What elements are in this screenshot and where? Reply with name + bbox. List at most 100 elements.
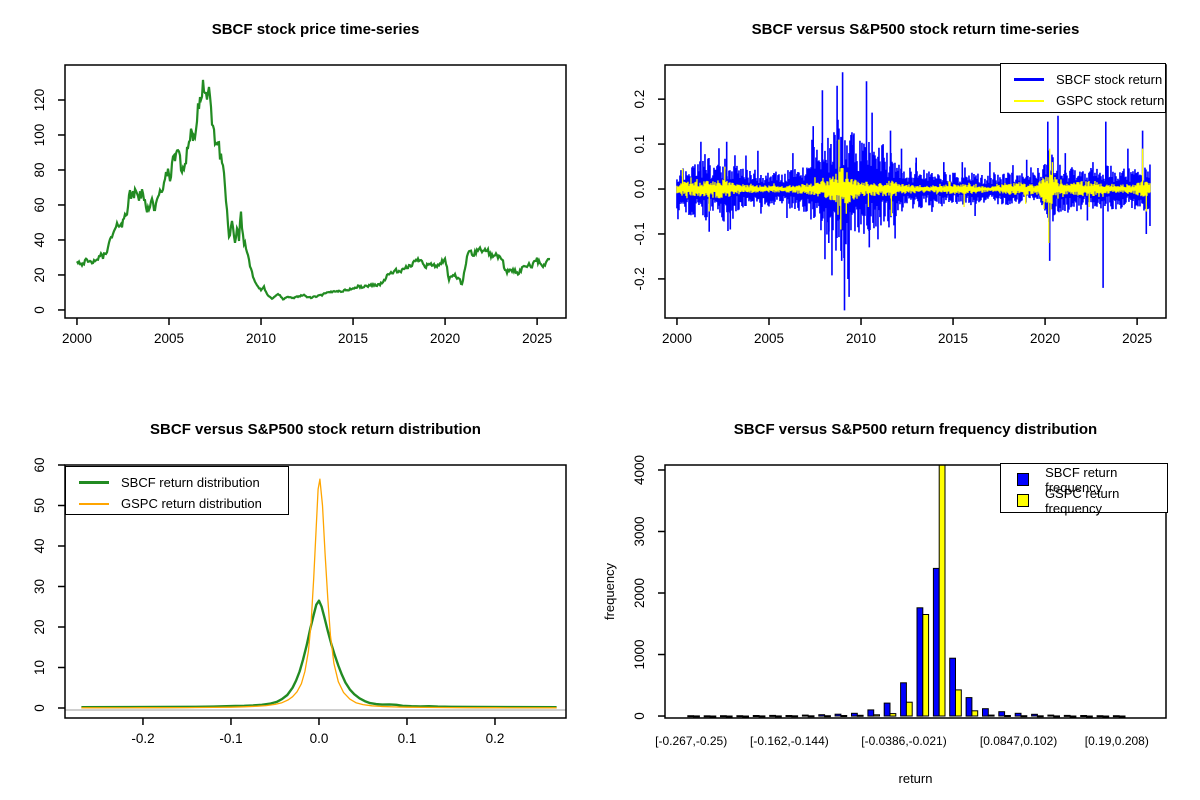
x-tick-label: 2005 xyxy=(154,331,184,346)
sbcf-frequency-bar xyxy=(1014,712,1022,717)
distribution-plot-title: SBCF versus S&P500 stock return distribu… xyxy=(150,421,481,438)
x-tick-label: 2020 xyxy=(430,331,460,346)
x-tick-label: 0.2 xyxy=(486,731,505,746)
y-tick-label: 1000 xyxy=(632,639,647,669)
x-tick-label: -0.1 xyxy=(219,731,242,746)
sbcf-frequency-bar xyxy=(851,712,858,717)
x-tick-label: 2000 xyxy=(662,331,692,346)
y-tick-label: 3000 xyxy=(632,516,647,546)
y-tick-label: -0.1 xyxy=(632,222,647,245)
yellow-line-swatch xyxy=(1014,99,1044,102)
x-tick-label: 2000 xyxy=(62,331,92,346)
gspc-density-curve xyxy=(81,478,557,709)
return-plot-canvas: 2000 2005 2010 2015 2020 2025 -0.2 -0.1 0.0 0.1 0.… xyxy=(632,64,1167,346)
gspc-frequency-bar xyxy=(1118,715,1126,718)
legend-item-sbcf-distribution: SBCF return distribution xyxy=(66,472,288,493)
gspc-frequency-bar xyxy=(1069,715,1077,718)
y-tick-label: 30 xyxy=(32,579,47,594)
histogram-legend: SBCF return frequency GSPC return freque… xyxy=(1000,463,1168,516)
bin-label: [0.0847,0.102) xyxy=(980,734,1057,748)
plot-border xyxy=(664,64,1167,319)
y-tick-label: 10 xyxy=(32,660,47,675)
gspc-frequency-bar xyxy=(1004,715,1011,717)
sbcf-frequency-bar xyxy=(982,708,989,717)
green-line-swatch xyxy=(79,481,109,484)
legend-label: SBCF return frequency xyxy=(1045,464,1118,495)
x-tick-label: 2020 xyxy=(1030,331,1060,346)
sbcf-frequency-bar xyxy=(801,714,809,717)
gspc-frequency-bar xyxy=(938,464,946,717)
x-axis-title: return xyxy=(899,771,933,786)
x-tick-label: 2015 xyxy=(338,331,368,346)
gspc-return-series xyxy=(676,139,1151,243)
sbcf-frequency-bar xyxy=(965,697,973,717)
plot-border xyxy=(64,64,567,319)
x-tick-label: 0.1 xyxy=(398,731,417,746)
x-tick-label: -0.2 xyxy=(131,731,154,746)
bin-label: [0.19,0.208) xyxy=(1085,734,1149,748)
sbcf-frequency-bar xyxy=(949,657,957,717)
y-tick-label: 80 xyxy=(32,162,47,177)
legend-label: SBCF stock return xyxy=(1056,72,1163,87)
gspc-frequency-bar xyxy=(873,714,881,717)
gspc-frequency-bar xyxy=(725,715,733,718)
panel-frequency-histogram: SBCF versus S&P500 return frequency dist… xyxy=(600,400,1200,800)
gspc-frequency-bar xyxy=(824,715,831,718)
y-tick-label: 2000 xyxy=(632,578,647,608)
sbcf-frequency-bar xyxy=(1047,714,1055,717)
y-tick-label: 60 xyxy=(32,197,47,212)
panel-return-timeseries: SBCF versus S&P500 stock return time-ser… xyxy=(600,0,1200,400)
y-tick-label: 20 xyxy=(32,619,47,634)
legend-item-gspc-return: GSPC stock return xyxy=(1001,90,1165,111)
legend-label: SBCF return distribution xyxy=(121,475,260,490)
gspc-frequency-bar xyxy=(758,715,766,718)
y-tick-label: 20 xyxy=(32,267,47,282)
sbcf-frequency-bar xyxy=(752,715,760,717)
x-tick-label: 0.0 xyxy=(310,731,329,746)
gspc-frequency-bar xyxy=(889,713,897,717)
gspc-frequency-bar xyxy=(1036,715,1044,718)
gspc-frequency-bar xyxy=(856,714,864,717)
y-tick-label: 120 xyxy=(32,89,47,112)
y-tick-label: 4000 xyxy=(632,455,647,485)
sbcf-frequency-bar xyxy=(1031,713,1038,717)
x-tick-label: 2025 xyxy=(1122,331,1152,346)
blue-square-swatch xyxy=(1017,473,1030,486)
gspc-frequency-bar xyxy=(775,715,782,718)
y-tick-label: -0.2 xyxy=(632,267,647,290)
legend-item-sbcf-return: SBCF stock return xyxy=(1001,69,1165,90)
gspc-frequency-bar xyxy=(1020,715,1028,718)
gspc-frequency-bar xyxy=(807,715,815,718)
gspc-frequency-bar xyxy=(1102,715,1110,718)
sbcf-frequency-bar xyxy=(785,715,793,717)
y-tick-label: 60 xyxy=(32,457,47,472)
sbcf-density-curve xyxy=(81,599,557,709)
x-tick-label: 2010 xyxy=(246,331,276,346)
gspc-frequency-bar xyxy=(693,715,700,718)
sbcf-frequency-bar xyxy=(1080,715,1088,717)
yellow-square-swatch xyxy=(1017,494,1029,507)
gspc-frequency-bar xyxy=(971,710,979,717)
sbcf-frequency-bar xyxy=(1063,714,1071,717)
gspc-frequency-bar xyxy=(955,689,962,717)
legend-item-gspc-frequency: GSPC return frequency xyxy=(1001,486,1167,516)
gspc-frequency-bar xyxy=(987,714,995,717)
y-tick-label: 40 xyxy=(32,232,47,247)
sbcf-frequency-bar xyxy=(818,714,826,717)
orange-line-swatch xyxy=(79,502,109,505)
gspc-frequency-bar xyxy=(1053,715,1061,718)
distribution-plot-canvas: -0.2 -0.1 0.0 0.1 0.2 0 10 20 30 40 50 60 xyxy=(32,457,567,746)
y-tick-label: 0.2 xyxy=(632,90,647,109)
gspc-frequency-bar xyxy=(709,715,717,718)
gspc-frequency-bar xyxy=(791,715,799,718)
sbcf-frequency-bar xyxy=(916,607,924,717)
sbcf-frequency-bar xyxy=(900,682,907,717)
sbcf-frequency-bar xyxy=(932,567,940,717)
gspc-frequency-bar xyxy=(905,701,913,717)
y-tick-label: 100 xyxy=(32,124,47,147)
sbcf-frequency-bar xyxy=(720,715,727,718)
y-tick-label: 0.0 xyxy=(632,180,647,199)
x-tick-label: 2015 xyxy=(938,331,968,346)
gspc-frequency-bar xyxy=(840,715,848,717)
